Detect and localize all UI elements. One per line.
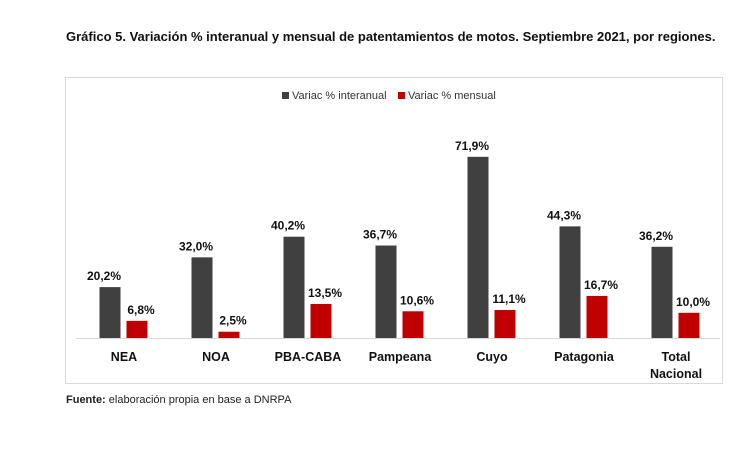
bar <box>467 156 489 338</box>
data-label: 36,7% <box>363 228 397 242</box>
data-label: 44,3% <box>547 208 581 222</box>
legend-swatch <box>398 92 405 99</box>
data-label: 6,8% <box>127 303 155 317</box>
legend-swatch <box>282 92 289 99</box>
data-label: 2,5% <box>219 314 247 328</box>
data-label: 71,9% <box>455 139 489 153</box>
data-label: 36,2% <box>639 229 673 243</box>
category-label: Nacional <box>650 367 702 381</box>
category-label: Pampeana <box>369 350 433 364</box>
source-label: Fuente: <box>66 394 106 406</box>
source-note: Fuente: elaboración propia en base a DNR… <box>66 394 291 406</box>
data-label: 11,1% <box>492 292 526 306</box>
data-label: 40,2% <box>271 219 305 233</box>
category-label: NOA <box>202 350 230 364</box>
bar <box>651 246 673 338</box>
bar <box>494 310 516 338</box>
category-label: Cuyo <box>476 350 508 364</box>
bar <box>126 320 148 338</box>
bar <box>678 312 700 338</box>
data-label: 10,6% <box>400 293 434 307</box>
data-label: 10,0% <box>676 295 710 309</box>
chart-frame <box>65 77 723 384</box>
legend-label: Variac % mensual <box>408 90 496 102</box>
bar <box>310 303 332 338</box>
bar <box>402 311 424 338</box>
bar <box>191 257 213 338</box>
bar <box>283 236 305 338</box>
bar <box>559 226 581 338</box>
category-label: NEA <box>111 350 137 364</box>
data-label: 20,2% <box>87 269 121 283</box>
data-label: 13,5% <box>308 286 342 300</box>
chart-title: Gráfico 5. Variación % interanual y mens… <box>66 29 716 44</box>
legend-label: Variac % interanual <box>292 90 387 102</box>
source-text: elaboración propia en base a DNRPA <box>105 394 292 406</box>
data-label: 32,0% <box>179 239 213 253</box>
data-label: 16,7% <box>584 278 618 292</box>
bar <box>375 245 397 338</box>
category-label: PBA-CABA <box>275 350 342 364</box>
category-label: Patagonia <box>554 350 615 364</box>
bar <box>99 287 121 338</box>
category-label: Total <box>662 350 691 364</box>
bar <box>586 295 608 338</box>
bar <box>218 331 240 338</box>
